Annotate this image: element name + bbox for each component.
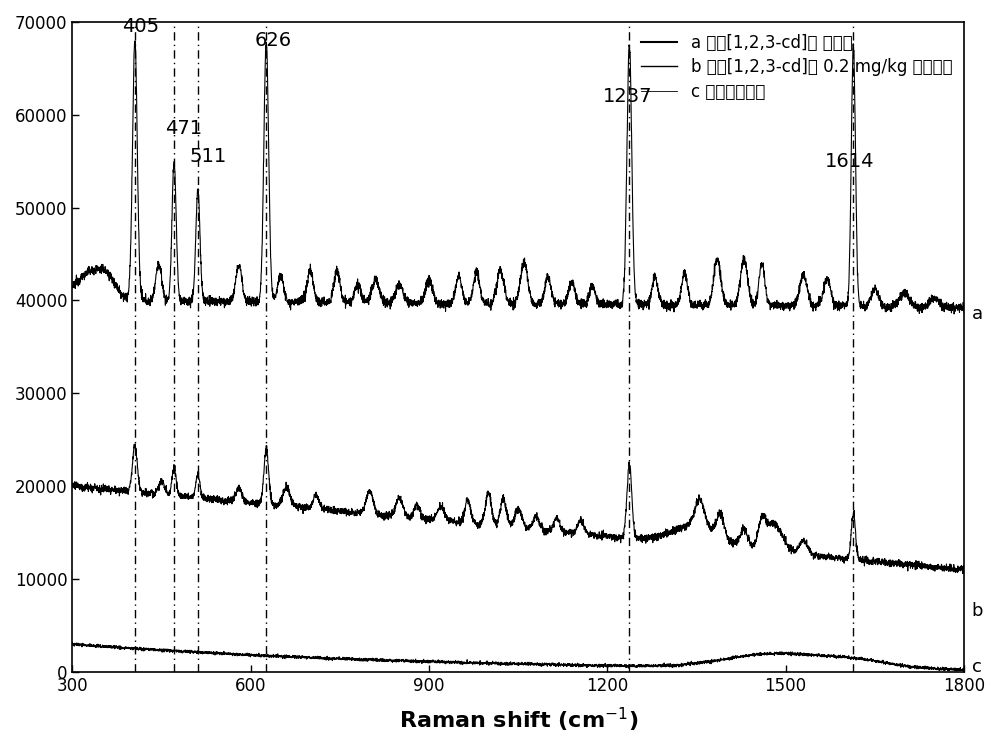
Text: a: a	[972, 306, 983, 324]
Text: 626: 626	[255, 31, 292, 50]
Text: c: c	[972, 658, 982, 676]
Text: 511: 511	[190, 147, 227, 166]
Text: 471: 471	[165, 119, 202, 138]
Text: b: b	[972, 602, 983, 620]
Text: 405: 405	[122, 17, 160, 36]
X-axis label: Raman shift (cm$^{-1}$): Raman shift (cm$^{-1}$)	[399, 706, 638, 734]
Text: 1614: 1614	[825, 151, 874, 171]
Legend: a 茋并[1,2,3-cd]芐 标准品, b 茋并[1,2,3-cd]芐 0.2 mg/kg 土壤加标, c 土壤样品空白: a 茋并[1,2,3-cd]芐 标准品, b 茋并[1,2,3-cd]芐 0.2…	[634, 27, 959, 108]
Text: 1237: 1237	[603, 87, 653, 106]
